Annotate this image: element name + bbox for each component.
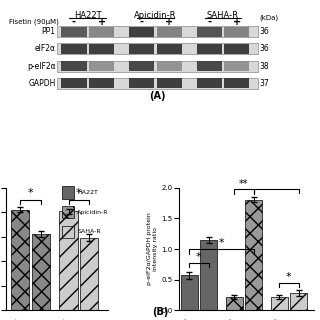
Bar — [129, 78, 154, 88]
Text: *: * — [286, 272, 292, 282]
Text: Fisetin
(90μM): Fisetin (90μM) — [278, 318, 299, 320]
Bar — [57, 60, 258, 72]
Text: (B): (B) — [152, 307, 168, 317]
Bar — [61, 44, 87, 54]
Text: p-eIF2α: p-eIF2α — [27, 61, 56, 71]
Text: control: control — [51, 318, 68, 320]
Bar — [57, 44, 258, 54]
Bar — [156, 61, 182, 71]
Text: -: - — [140, 17, 144, 27]
Text: Fisetin
(90μM): Fisetin (90μM) — [20, 318, 41, 320]
FancyBboxPatch shape — [62, 186, 74, 199]
Bar — [156, 44, 182, 54]
Text: Fisetin
(90μM): Fisetin (90μM) — [188, 318, 209, 320]
Bar — [224, 61, 249, 71]
Text: 38: 38 — [260, 61, 269, 71]
Text: control: control — [3, 318, 20, 320]
Bar — [57, 26, 258, 37]
Bar — [61, 78, 87, 88]
Text: *: * — [219, 238, 224, 248]
Bar — [89, 44, 114, 54]
Bar — [196, 27, 222, 37]
Text: SAHA-R: SAHA-R — [207, 11, 239, 20]
FancyBboxPatch shape — [62, 226, 74, 238]
Bar — [196, 44, 222, 54]
Bar — [156, 78, 182, 88]
Bar — [224, 44, 249, 54]
Text: control: control — [173, 318, 189, 320]
Bar — [57, 78, 258, 89]
Bar — [200, 240, 217, 310]
Bar — [61, 27, 87, 37]
Bar — [129, 44, 154, 54]
Text: eIF2α: eIF2α — [35, 44, 56, 53]
Bar — [61, 61, 87, 71]
Bar — [89, 61, 114, 71]
Text: control: control — [263, 318, 279, 320]
Text: **: ** — [239, 179, 249, 189]
Bar — [11, 210, 29, 310]
Bar — [80, 238, 99, 310]
Bar — [271, 297, 288, 310]
Bar — [290, 293, 307, 310]
Text: (kDa): (kDa) — [260, 15, 279, 21]
Bar — [226, 297, 243, 310]
Bar — [196, 61, 222, 71]
Bar — [224, 27, 249, 37]
Text: 37: 37 — [260, 79, 269, 88]
Text: Apicidin-R: Apicidin-R — [134, 11, 177, 20]
Bar — [32, 234, 50, 310]
Text: HA22T: HA22T — [74, 11, 102, 20]
Bar — [59, 211, 78, 310]
Bar — [129, 27, 154, 37]
Bar — [181, 276, 198, 310]
Text: Fisetin (90μM): Fisetin (90μM) — [10, 19, 59, 25]
Text: *: * — [28, 188, 33, 198]
Bar — [224, 78, 249, 88]
Bar — [129, 61, 154, 71]
Text: *: * — [76, 188, 82, 198]
Bar — [89, 27, 114, 37]
Bar — [245, 200, 262, 310]
Text: Fisetin
(90μM): Fisetin (90μM) — [68, 318, 89, 320]
Text: SAHA-R: SAHA-R — [77, 229, 101, 234]
Text: control: control — [218, 318, 234, 320]
Y-axis label: p-eIF2α/GAPDH protein
intensity ratio: p-eIF2α/GAPDH protein intensity ratio — [148, 212, 158, 285]
Text: 36: 36 — [260, 44, 269, 53]
Text: 36: 36 — [260, 27, 269, 36]
Text: Fisetin
(90μM): Fisetin (90μM) — [233, 318, 253, 320]
Text: -: - — [207, 17, 211, 27]
Text: -: - — [72, 17, 76, 27]
Text: +: + — [233, 17, 241, 27]
Text: (A): (A) — [149, 91, 165, 101]
Bar — [89, 78, 114, 88]
FancyBboxPatch shape — [62, 206, 74, 218]
Text: +: + — [165, 17, 173, 27]
Text: HA22T: HA22T — [77, 190, 98, 195]
Text: *: * — [196, 252, 202, 262]
Text: PP1: PP1 — [42, 27, 56, 36]
Bar — [156, 27, 182, 37]
Text: Apicidin-R: Apicidin-R — [77, 210, 109, 215]
Text: +: + — [98, 17, 106, 27]
Text: GAPDH: GAPDH — [28, 79, 56, 88]
Bar — [196, 78, 222, 88]
